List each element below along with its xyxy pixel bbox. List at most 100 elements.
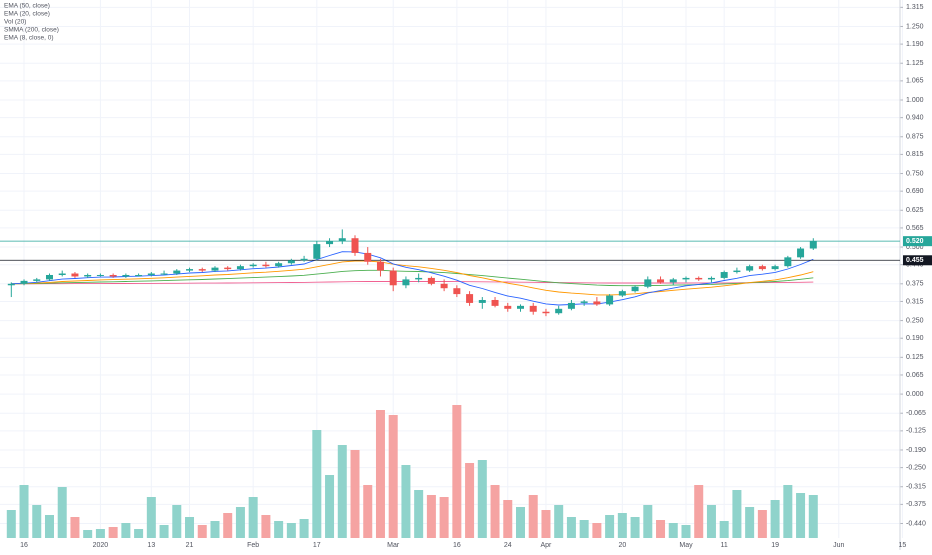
- candle-body: [326, 241, 334, 245]
- y-tick-label: -0.375: [906, 501, 926, 508]
- volume-bar: [706, 505, 716, 538]
- candle-body: [517, 305, 524, 309]
- volume-bar: [159, 525, 169, 538]
- volume-bar: [630, 517, 640, 538]
- candle-body: [122, 274, 130, 277]
- volume-bar: [223, 513, 233, 538]
- x-tick-label: 21: [186, 542, 194, 549]
- indicator-label: EMA (8, close, 0): [4, 35, 54, 42]
- x-tick-label: Jun: [833, 542, 844, 549]
- candle-body: [618, 291, 626, 296]
- volume-bar: [261, 515, 271, 538]
- candle-body: [746, 266, 754, 271]
- volume-bar: [312, 430, 322, 538]
- candle-body: [504, 305, 512, 309]
- volume-bar: [605, 515, 615, 538]
- candle-body: [453, 288, 461, 295]
- candle-body: [262, 264, 270, 267]
- y-tick-label: 0.190: [906, 335, 924, 342]
- y-tick-label: 0.750: [906, 170, 924, 177]
- volume-bar: [668, 523, 678, 538]
- y-tick-label: 1.065: [906, 78, 924, 85]
- volume-bar: [235, 507, 245, 538]
- price-label: 0.520: [906, 238, 924, 245]
- candle-body: [427, 277, 435, 284]
- volume-bar: [401, 465, 411, 538]
- volume-bar: [617, 513, 627, 538]
- volume-bar: [83, 530, 93, 538]
- candle-body: [186, 269, 194, 271]
- y-tick-label: -0.440: [906, 520, 926, 527]
- volume-bar: [452, 405, 462, 538]
- volume-bar: [681, 525, 691, 538]
- x-tick-label: 17: [313, 542, 321, 549]
- volume-bar: [490, 485, 500, 538]
- volume-bar: [70, 517, 80, 538]
- candle-body: [707, 277, 715, 280]
- x-tick-label: 13: [147, 542, 155, 549]
- candle-body: [275, 263, 283, 267]
- y-tick-label: -0.125: [906, 428, 926, 435]
- x-tick-label: 11: [721, 542, 728, 549]
- x-tick-label: 24: [504, 542, 512, 549]
- candle-body: [758, 266, 766, 270]
- volume-bar: [808, 495, 818, 538]
- volume-bar: [503, 500, 513, 538]
- candle-body: [84, 274, 92, 277]
- volume-bar: [325, 475, 335, 538]
- volume-bar: [57, 487, 67, 538]
- volume-bar: [414, 490, 424, 538]
- x-tick-label: May: [679, 542, 693, 549]
- candle-body: [351, 238, 359, 253]
- volume-bar: [108, 527, 118, 538]
- candle-body: [733, 270, 741, 273]
- volume-bar: [477, 460, 487, 538]
- indicator-label: SMMA (200, close): [4, 27, 59, 34]
- volume-bar: [528, 495, 538, 538]
- candle-body: [771, 266, 779, 270]
- y-tick-label: 0.690: [906, 188, 924, 195]
- candle-body: [147, 273, 155, 275]
- candle-body: [58, 273, 66, 275]
- volume-bar: [95, 529, 105, 538]
- candle-body: [644, 279, 652, 287]
- candle-body: [809, 241, 817, 249]
- volume-bar: [770, 500, 780, 538]
- candle-body: [173, 270, 181, 274]
- volume-bar: [299, 519, 309, 538]
- volume-bar: [185, 517, 195, 538]
- candle-body: [580, 301, 588, 303]
- candle-body: [249, 264, 257, 267]
- volume-bar: [426, 495, 436, 538]
- candle-body: [96, 274, 104, 276]
- candle-body: [695, 277, 703, 280]
- x-tick-label: 15: [899, 542, 907, 549]
- y-tick-label: 1.190: [906, 41, 924, 48]
- y-tick-label: 0.065: [906, 372, 924, 379]
- candle-body: [466, 294, 474, 303]
- volume-bar: [388, 415, 398, 538]
- y-tick-label: 0.940: [906, 114, 924, 121]
- x-tick-label: Mar: [387, 542, 400, 549]
- y-tick-label: 1.125: [906, 60, 924, 67]
- volume-bar: [274, 521, 284, 538]
- candle-body: [364, 252, 372, 262]
- candle-body: [198, 269, 206, 271]
- volume-bar: [121, 523, 131, 538]
- indicator-legend: EMA (50, close) EMA (20, close) Vol (20)…: [4, 3, 59, 42]
- y-tick-label: 0.000: [906, 391, 924, 398]
- volume-bar: [796, 493, 806, 538]
- candle-body: [682, 277, 690, 280]
- moving-average: [11, 269, 814, 287]
- candle-body: [300, 258, 308, 261]
- y-tick-label: 0.315: [906, 298, 924, 305]
- volume-bar: [363, 485, 373, 538]
- candle-body: [555, 308, 563, 314]
- volume-bar: [248, 497, 258, 538]
- candle-body: [491, 299, 499, 306]
- candle-body: [109, 274, 117, 277]
- indicator-label: Vol (20): [4, 19, 26, 26]
- candle-body: [389, 270, 397, 286]
- x-tick-label: Apr: [541, 542, 553, 549]
